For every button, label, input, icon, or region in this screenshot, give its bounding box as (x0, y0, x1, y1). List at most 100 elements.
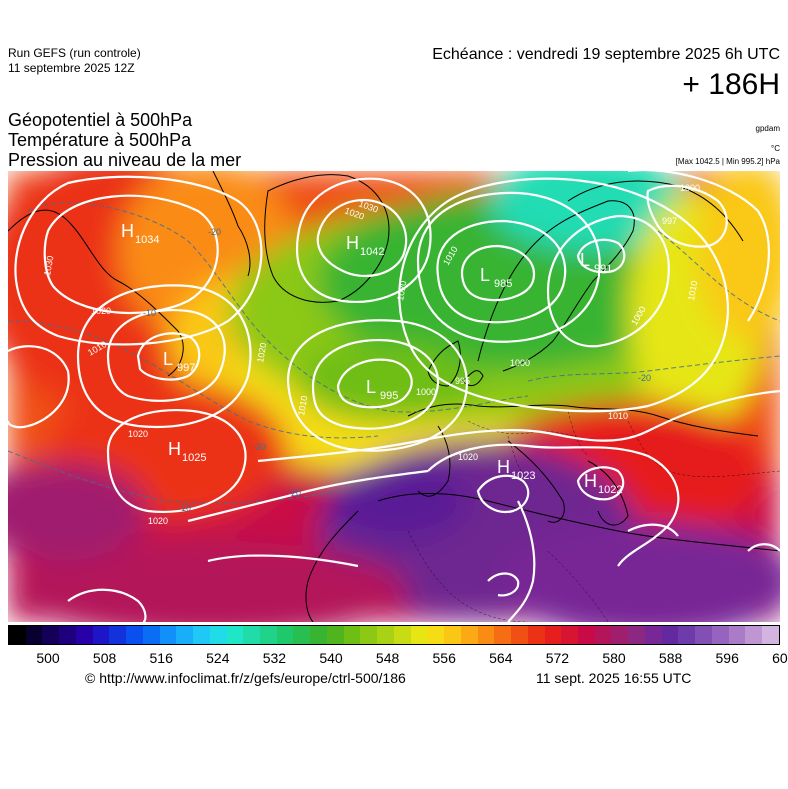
isobar-label: 1020 (255, 342, 268, 363)
isotherms (8, 202, 780, 504)
colorbar-swatch (176, 626, 194, 644)
unit-temperature: °C (771, 144, 780, 153)
temperature-label: -20 (253, 442, 266, 452)
colorbar-swatch (92, 626, 110, 644)
isobar-label: 1000 (416, 387, 436, 397)
pressure-center-type: L (480, 265, 490, 285)
isobar-label: 1010 (686, 280, 699, 301)
colorbar-swatch (326, 626, 344, 644)
pressure-center-value: 991 (594, 263, 612, 275)
pressure-center-value: 1025 (182, 452, 206, 464)
colorbar-swatch (209, 626, 227, 644)
colorbar-swatch (360, 626, 378, 644)
colorbar-swatch (410, 626, 428, 644)
colorbar-tick-label: 548 (375, 650, 400, 666)
colorbar-swatch (25, 626, 43, 644)
isobar-label: 1020 (395, 280, 408, 301)
colorbar-swatch (393, 626, 411, 644)
colorbar-swatch (9, 626, 26, 644)
pressure-center-type: H (121, 221, 134, 241)
colorbar-swatch (511, 626, 528, 644)
pressure-center-value: 997 (177, 362, 195, 374)
pressure-center: H 1034 (121, 221, 159, 246)
run-title: Run GEFS (run controle) (8, 46, 141, 60)
colorbar-swatch (343, 626, 361, 644)
colorbar-swatch (126, 626, 143, 644)
pressure-center-value: 1022 (598, 484, 622, 496)
colorbar-swatch (75, 626, 93, 644)
isobar-label: 1010 (296, 395, 309, 416)
isobar-label: 1020 (148, 516, 168, 526)
colorbar-swatch (276, 626, 294, 644)
isobar-label: 1020 (458, 452, 478, 462)
colorbar-swatch (159, 626, 177, 644)
forecast-lead-time: + 186H (682, 68, 780, 101)
colorbar-swatch (644, 626, 662, 644)
colorbar-swatch (293, 626, 311, 644)
colorbar-swatch (427, 626, 445, 644)
colorbar-swatch (544, 626, 562, 644)
isobars (8, 171, 780, 622)
colorbar-tick-label: 604 (772, 650, 788, 666)
colorbar-swatch (243, 626, 261, 644)
isobar-label: 1020 (128, 429, 148, 439)
colorbar-swatch (611, 626, 629, 644)
colorbar-swatch (762, 626, 779, 644)
colorbar-swatch (745, 626, 763, 644)
colorbar-swatch (561, 626, 578, 644)
colorbar-tick-label: 500 (36, 650, 60, 666)
isobar-label: 1000 (680, 183, 700, 193)
pressure-center: H 1025 (168, 439, 206, 464)
colorbar-swatch (109, 626, 127, 644)
colorbar-swatch (711, 626, 729, 644)
pressure-range: [Max 1042.5 | Min 995.2] hPa (675, 157, 780, 166)
parameter-temperature: Température à 500hPa (8, 130, 192, 150)
pressure-center-value: 1034 (135, 234, 159, 246)
temperature-label: -20 (638, 373, 651, 383)
temperature-label: -20 (288, 488, 301, 498)
colorbar-swatch (594, 626, 612, 644)
pressure-center-value: 1023 (511, 470, 535, 482)
isobar-label: 1030 (42, 255, 55, 276)
colorbar-swatch (377, 626, 394, 644)
parameter-pressure: Pression au niveau de la mer (8, 150, 242, 170)
colorbar-tick-label: 516 (149, 650, 173, 666)
colorbar (8, 625, 780, 645)
colorbar-tick-label: 508 (92, 650, 117, 666)
pressure-center-type: L (366, 377, 376, 397)
pressure-center-type: H (168, 439, 181, 459)
run-date: 11 septembre 2025 12Z (8, 61, 135, 75)
pressure-center-type: H (346, 233, 359, 253)
colorbar-swatch (477, 626, 495, 644)
colorbar-tick-label: 532 (262, 650, 287, 666)
isobar-label: 1000 (510, 358, 530, 368)
unit-geopotential: gpdam (755, 124, 780, 133)
pressure-center: L 997 (163, 349, 195, 374)
temperature-labels: -20 -10 -10 -20 -20 -20 (143, 227, 651, 513)
parameter-geopotential: Géopotentiel à 500hPa (8, 110, 193, 130)
pressure-center-value: 995 (380, 390, 398, 402)
temperature-label: -10 (178, 503, 191, 513)
pressure-center: H 1023 (497, 457, 535, 482)
isobar-label: 1020 (91, 306, 111, 316)
forecast-valid-time: Echéance : vendredi 19 septembre 2025 6h… (432, 46, 780, 63)
pressure-center-value: 985 (494, 278, 512, 290)
pressure-center-type: L (163, 349, 173, 369)
temperature-label: -10 (143, 308, 156, 318)
colorbar-swatch (728, 626, 746, 644)
generated-time: 11 sept. 2025 16:55 UTC (536, 670, 692, 686)
pressure-center: H 1022 (584, 471, 622, 496)
colorbar-swatch (444, 626, 461, 644)
isobar-label: 995 (455, 376, 470, 386)
colorbar-swatch (661, 626, 679, 644)
pressure-center: L 985 (480, 265, 512, 290)
colorbar-tick-label: 572 (545, 650, 570, 666)
colorbar-swatch (577, 626, 595, 644)
colorbar-swatch (678, 626, 696, 644)
pressure-center: H 1042 (346, 233, 384, 258)
source-url[interactable]: © http://www.infoclimat.fr/z/gefs/europe… (85, 670, 406, 686)
colorbar-tick-label: 564 (489, 650, 513, 666)
pressure-center: L 991 (580, 250, 612, 275)
